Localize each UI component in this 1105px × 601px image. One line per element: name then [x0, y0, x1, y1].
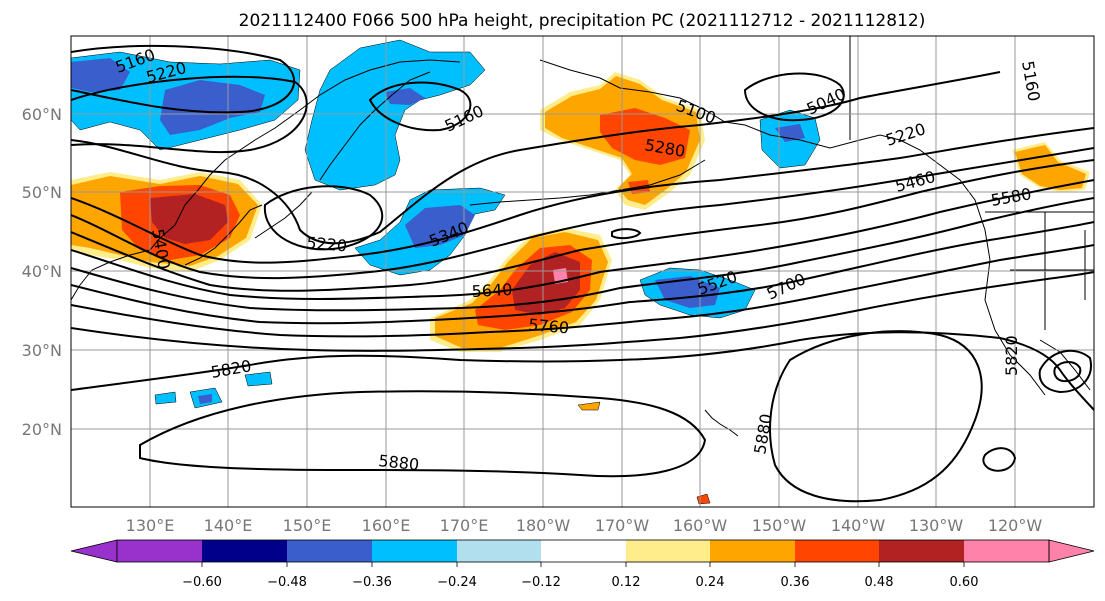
- contour-label: 5880: [378, 451, 420, 474]
- shade-neg-sub-mid: [655, 276, 720, 308]
- lon-label: 160°E: [362, 516, 411, 535]
- contour-5880-east: [769, 330, 983, 503]
- colorbar-tick-label: 0.48: [865, 575, 894, 590]
- colorbar-swatch: [710, 540, 795, 562]
- colorbar-tick-label: 0.60: [950, 575, 979, 590]
- colorbar-tick-label: 0.24: [696, 575, 725, 590]
- contour-small-loop: [982, 447, 1017, 472]
- colorbar-tick-label: 0.36: [781, 575, 810, 590]
- lon-label: 130°E: [126, 516, 175, 535]
- colorbar-extend-high: [1048, 539, 1095, 563]
- lon-label: 120°W: [988, 516, 1043, 535]
- colorbar-tick-label: −0.24: [437, 575, 477, 590]
- contour-5340: [71, 127, 1094, 264]
- lat-label: 60°N: [22, 105, 62, 124]
- shade-pos-small-1: [577, 401, 601, 411]
- coast-asia: [71, 59, 461, 301]
- lat-label: 40°N: [22, 262, 62, 281]
- lat-label: 30°N: [22, 341, 62, 360]
- lat-label: 20°N: [22, 420, 62, 439]
- shade-neg-nw-mid: [160, 80, 265, 135]
- negative-shading: [71, 39, 821, 409]
- contour-5640: [71, 221, 1094, 325]
- contour-5460: [71, 159, 1094, 292]
- colorbar-frame: [116, 539, 1050, 563]
- contour-label: 5640: [471, 280, 513, 301]
- contour-japan-low: [71, 71, 1001, 245]
- contour-label: 5220: [306, 233, 348, 255]
- shade-neg-small-3-mid: [198, 394, 212, 404]
- colorbar-swatch: [964, 540, 1049, 562]
- lon-label: 160°W: [673, 516, 728, 535]
- height-contours: [71, 44, 1094, 503]
- shade-neg-small-2: [154, 391, 177, 405]
- coastlines: [71, 36, 1094, 437]
- contour-sw-low: [1038, 349, 1092, 394]
- contour-5820: [71, 331, 1094, 411]
- colorbar-swatch: [372, 540, 457, 562]
- contour-5760: [71, 271, 1094, 352]
- map-title: 2021112400 F066 500 hPa height, precipit…: [239, 11, 926, 31]
- lon-labels: 130°E 140°E 150°E 160°E 170°E 180°W 170°…: [126, 516, 1043, 535]
- contour-5400: [71, 147, 1094, 280]
- colorbar-extend-low: [70, 539, 118, 563]
- lon-label: 140°W: [831, 516, 886, 535]
- colorbar: −0.60 −0.48 −0.36 −0.24 −0.12 0.12 0.24 …: [70, 539, 1095, 590]
- lon-label: 150°W: [752, 516, 807, 535]
- map-frame: [70, 35, 1095, 508]
- shade-pos-canada-orange: [1015, 145, 1086, 190]
- coast-aleutians: [469, 159, 706, 206]
- coast-baja: [1039, 339, 1091, 391]
- colorbar-tick-label: −0.12: [521, 575, 561, 590]
- coast-kuril: [254, 191, 313, 239]
- coast-hawaii: [704, 409, 739, 437]
- contour-5700: [71, 244, 1094, 338]
- contour-5580: [71, 197, 1094, 312]
- shade-pos-japan-dark: [150, 194, 228, 244]
- colorbar-swatch: [457, 540, 541, 562]
- colorbar-tick-label: −0.36: [352, 575, 392, 590]
- lon-label: 130°W: [909, 516, 964, 535]
- map-area: 5160 5220 5160 5400 5220 5340 5100 5280 …: [71, 36, 1094, 507]
- colorbar-swatch: [202, 540, 287, 562]
- lon-label: 170°W: [595, 516, 650, 535]
- contour-5220-loop: [263, 185, 384, 251]
- lon-label: 170°E: [440, 516, 489, 535]
- lat-label: 50°N: [22, 183, 62, 202]
- contour-label: 5760: [528, 315, 570, 337]
- shade-neg-small-1: [244, 371, 273, 387]
- colorbar-swatch: [117, 540, 202, 562]
- contour-sw-low-inner: [1053, 361, 1082, 383]
- colorbar-swatch: [287, 540, 372, 562]
- lon-label: 150°E: [283, 516, 332, 535]
- shade-neg-aleut-mid: [405, 205, 475, 248]
- colorbar-swatch: [626, 540, 710, 562]
- contour-5160-nw: [71, 44, 296, 114]
- lon-label: 180°W: [516, 516, 571, 535]
- colorbar-swatch: [795, 540, 879, 562]
- coast-alaska: [539, 59, 1046, 396]
- colorbar-swatch: [541, 540, 626, 562]
- contour-small-oval: [611, 228, 642, 240]
- lon-label: 140°E: [204, 516, 253, 535]
- contour-5220-nw: [71, 75, 308, 154]
- contour-5520: [71, 179, 1094, 300]
- contour-ak-low: [743, 72, 845, 122]
- colorbar-tick-label: 0.12: [612, 575, 641, 590]
- colorbar-swatch: [879, 540, 964, 562]
- lat-labels: 60°N 50°N 40°N 30°N 20°N: [22, 105, 62, 439]
- contour-label: 5820: [1002, 335, 1021, 376]
- colorbar-tick-label: −0.48: [267, 575, 307, 590]
- colorbar-tick-label: −0.60: [182, 575, 222, 590]
- contour-5880-west: [139, 390, 707, 478]
- shade-neg-nw-left: [71, 58, 130, 92]
- contour-5100-low: [368, 81, 472, 132]
- colorbar-ticks: [201, 562, 965, 567]
